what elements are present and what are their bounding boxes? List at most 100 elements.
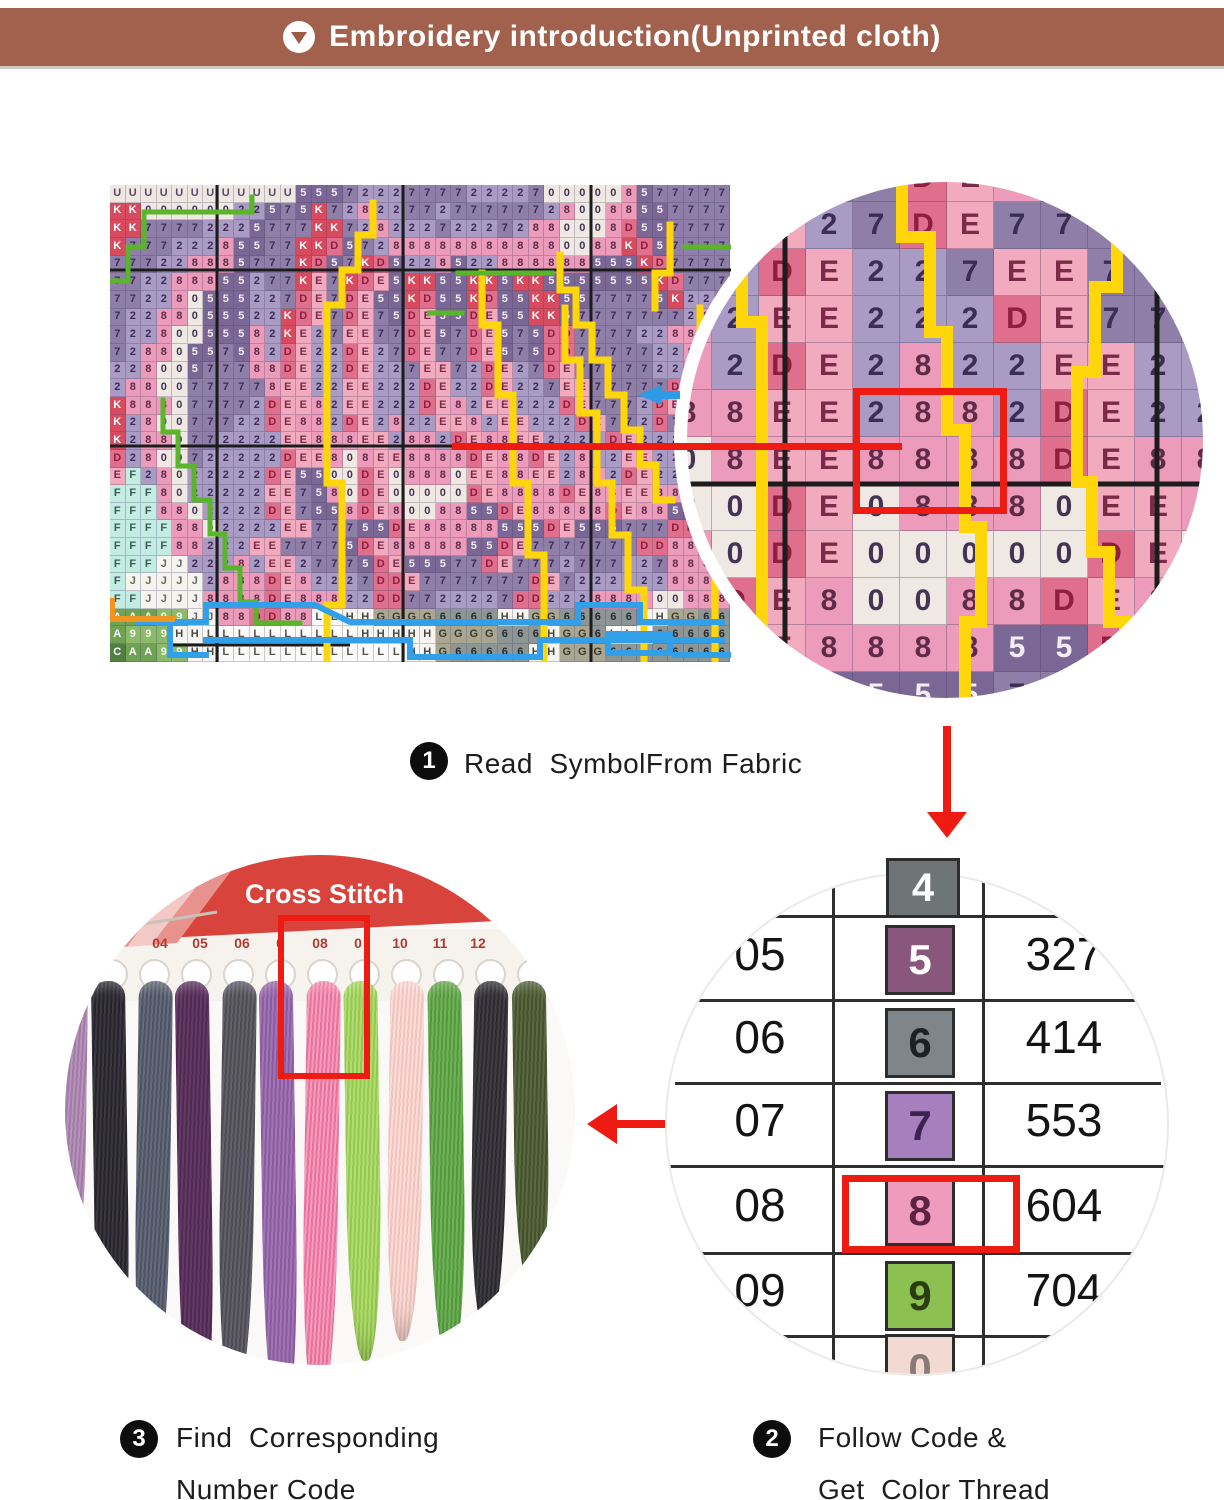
pattern-cell: D bbox=[358, 467, 374, 486]
pattern-cell: 5 bbox=[234, 343, 250, 362]
pattern-cell: 7 bbox=[311, 555, 327, 574]
pattern-cell: E bbox=[389, 555, 405, 574]
pattern-cell: 8 bbox=[451, 237, 467, 256]
pattern-cell: 7 bbox=[544, 555, 560, 574]
pattern-cell: D bbox=[373, 555, 389, 574]
pattern-cell: 7 bbox=[420, 202, 436, 221]
pattern-cell: L bbox=[358, 644, 374, 662]
pattern-cell: E bbox=[389, 449, 405, 468]
pattern-cell: E bbox=[559, 361, 575, 380]
pattern-cell: 2 bbox=[125, 432, 141, 450]
thread-number-label: 12 bbox=[470, 935, 486, 951]
pattern-cell: 7 bbox=[311, 520, 327, 539]
pattern-cell: 5 bbox=[311, 485, 327, 503]
pattern-cell: 7 bbox=[575, 308, 591, 327]
pattern-cell: 8 bbox=[172, 290, 188, 309]
pattern-cell: 2 bbox=[141, 290, 157, 309]
pattern-cell: E bbox=[575, 396, 591, 415]
pattern-cell: 7 bbox=[590, 343, 606, 362]
pattern-cell: 2 bbox=[389, 432, 405, 450]
pattern-cell: D bbox=[668, 520, 684, 539]
pattern-cell: 5 bbox=[373, 520, 389, 539]
pattern-cell: 2 bbox=[249, 432, 265, 450]
pattern-cell: 5 bbox=[451, 308, 467, 327]
pattern-cell: 2 bbox=[466, 396, 482, 415]
pattern-cell: 6 bbox=[466, 608, 482, 627]
pattern-cell: 7 bbox=[342, 185, 358, 203]
pattern-cell: J bbox=[172, 555, 188, 574]
pattern-cell: 5 bbox=[311, 502, 327, 521]
pattern-cell: D bbox=[404, 326, 420, 344]
pattern-cell: 8 bbox=[637, 502, 653, 521]
pattern-cell: 5 bbox=[621, 255, 637, 274]
pattern-cell: E bbox=[296, 326, 312, 344]
pattern-cell: 2 bbox=[234, 220, 250, 238]
magnified-cell: 7 bbox=[994, 202, 1041, 249]
magnified-cell: 0 bbox=[1041, 484, 1088, 531]
pattern-cell: D bbox=[265, 608, 281, 627]
pattern-cell: 2 bbox=[590, 573, 606, 592]
pattern-cell: 8 bbox=[466, 237, 482, 256]
pattern-cell: 5 bbox=[606, 255, 622, 274]
pattern-cell: D bbox=[265, 573, 281, 592]
pattern-cell: 2 bbox=[342, 591, 358, 609]
pattern-cell: 8 bbox=[497, 449, 513, 468]
pattern-cell: 6 bbox=[482, 608, 498, 627]
red-left-arrow-icon bbox=[587, 1104, 695, 1144]
pattern-cell: 8 bbox=[156, 343, 172, 362]
pattern-cell: 6 bbox=[497, 626, 513, 645]
pattern-cell: 0 bbox=[203, 520, 219, 539]
pattern-cell: 7 bbox=[621, 343, 637, 362]
pattern-cell: 8 bbox=[590, 237, 606, 256]
table-number: 414 bbox=[1025, 1011, 1103, 1063]
pattern-cell: 2 bbox=[234, 202, 250, 221]
pattern-cell: 2 bbox=[249, 520, 265, 539]
pattern-cell: U bbox=[172, 185, 188, 203]
pattern-cell: E bbox=[621, 485, 637, 503]
pattern-cell: D bbox=[389, 591, 405, 609]
pattern-cell: 8 bbox=[311, 432, 327, 450]
pattern-cell: 8 bbox=[311, 414, 327, 433]
pattern-cell: 7 bbox=[451, 573, 467, 592]
pattern-cell: 7 bbox=[404, 361, 420, 380]
pattern-cell: 8 bbox=[451, 449, 467, 468]
magnified-cell: E bbox=[947, 202, 994, 249]
pattern-cell: 0 bbox=[187, 308, 203, 327]
pattern-cell: 7 bbox=[218, 343, 234, 362]
pattern-cell: K bbox=[110, 432, 126, 450]
pattern-cell: 2 bbox=[110, 361, 126, 380]
pattern-cell: D bbox=[621, 467, 637, 486]
pattern-cell: 2 bbox=[389, 361, 405, 380]
pattern-cell: 0 bbox=[156, 361, 172, 380]
pattern-cell: E bbox=[358, 432, 374, 450]
table-hline bbox=[692, 999, 1142, 1002]
thread-skein-dark-gray bbox=[217, 980, 257, 1365]
pattern-cell: 8 bbox=[668, 326, 684, 344]
thread-skein-dark-olive bbox=[511, 980, 551, 1292]
pattern-cell: 7 bbox=[125, 273, 141, 291]
pattern-cell: E bbox=[373, 449, 389, 468]
pattern-cell: 7 bbox=[668, 237, 684, 256]
pattern-cell: 0 bbox=[156, 202, 172, 221]
pattern-cell: 7 bbox=[451, 361, 467, 380]
pattern-cell: 0 bbox=[451, 485, 467, 503]
pattern-cell: 0 bbox=[544, 185, 560, 203]
pattern-cell: F bbox=[156, 520, 172, 539]
pattern-cell: 7 bbox=[606, 379, 622, 397]
magnified-cell: 2 bbox=[712, 249, 759, 296]
pattern-cell: 7 bbox=[389, 343, 405, 362]
pattern-cell: 5 bbox=[637, 220, 653, 238]
pattern-cell: 8 bbox=[513, 237, 529, 256]
pattern-cell: 0 bbox=[327, 467, 343, 486]
pattern-cell: 2 bbox=[234, 449, 250, 468]
pattern-cell: F bbox=[141, 502, 157, 521]
pattern-cell: E bbox=[373, 273, 389, 291]
pattern-cell: 8 bbox=[404, 237, 420, 256]
pattern-cell: 5 bbox=[342, 237, 358, 256]
pattern-cell: 8 bbox=[435, 255, 451, 274]
pattern-cell: 2 bbox=[513, 396, 529, 415]
pattern-cell: 7 bbox=[327, 538, 343, 556]
pattern-cell: E bbox=[482, 308, 498, 327]
pattern-cell: 2 bbox=[249, 396, 265, 415]
pattern-cell: H bbox=[497, 608, 513, 627]
